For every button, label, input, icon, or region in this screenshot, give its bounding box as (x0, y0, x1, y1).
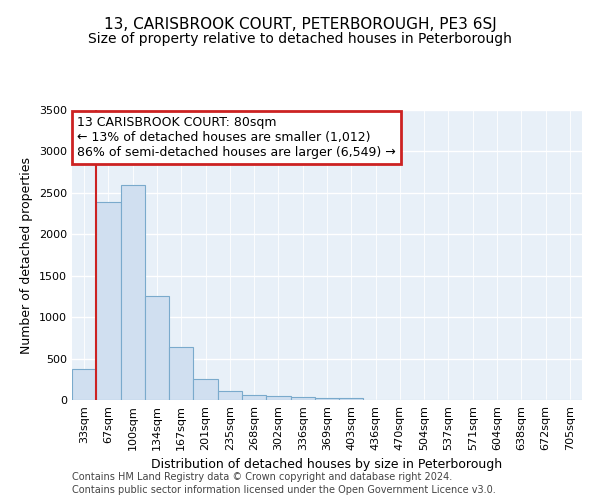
Bar (96, 202, 121, 400)
Bar (290, 397, 315, 400)
Text: 13, CARISBROOK COURT, PETERBOROUGH, PE3 6SJ: 13, CARISBROOK COURT, PETERBOROUGH, PE3 … (104, 18, 496, 32)
Y-axis label: Number of detached properties: Number of detached properties (20, 156, 34, 354)
Bar (339, 398, 364, 400)
Bar (193, 380, 218, 400)
X-axis label: Distribution of detached houses by size in Peterborough: Distribution of detached houses by size … (151, 458, 503, 471)
Bar (121, 184, 145, 400)
Bar (242, 395, 266, 400)
Bar (169, 347, 193, 400)
Bar (218, 391, 242, 400)
Text: Size of property relative to detached houses in Peterborough: Size of property relative to detached ho… (88, 32, 512, 46)
Bar (145, 296, 169, 400)
Bar (72, 368, 96, 400)
Text: 13 CARISBROOK COURT: 80sqm
← 13% of detached houses are smaller (1,012)
86% of s: 13 CARISBROOK COURT: 80sqm ← 13% of deta… (77, 116, 396, 159)
Bar (266, 396, 290, 400)
Text: Contains HM Land Registry data © Crown copyright and database right 2024.: Contains HM Land Registry data © Crown c… (72, 472, 452, 482)
Text: Contains public sector information licensed under the Open Government Licence v3: Contains public sector information licen… (72, 485, 496, 495)
Bar (315, 398, 339, 400)
